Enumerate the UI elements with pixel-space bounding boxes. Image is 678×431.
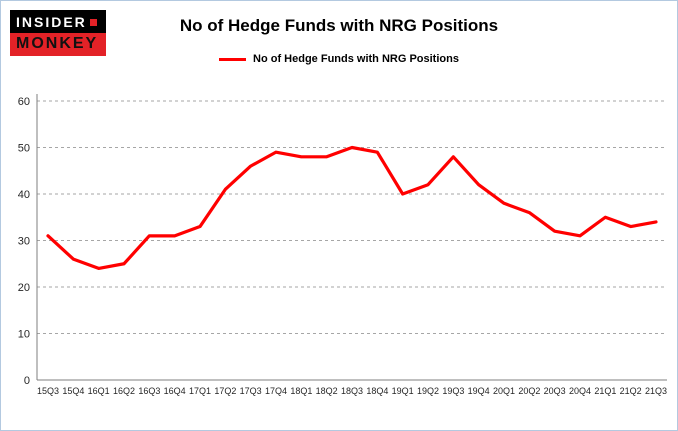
svg-text:15Q3: 15Q3 bbox=[37, 386, 59, 396]
svg-text:19Q2: 19Q2 bbox=[417, 386, 439, 396]
svg-text:17Q3: 17Q3 bbox=[240, 386, 262, 396]
legend: No of Hedge Funds with NRG Positions bbox=[1, 53, 677, 65]
svg-text:19Q4: 19Q4 bbox=[468, 386, 490, 396]
svg-text:30: 30 bbox=[18, 236, 30, 248]
svg-text:18Q3: 18Q3 bbox=[341, 386, 363, 396]
logo-monkey-text: MONKEY bbox=[10, 33, 106, 56]
legend-label: No of Hedge Funds with NRG Positions bbox=[253, 53, 459, 65]
svg-text:17Q2: 17Q2 bbox=[214, 386, 236, 396]
svg-text:16Q4: 16Q4 bbox=[164, 386, 186, 396]
svg-text:20Q3: 20Q3 bbox=[544, 386, 566, 396]
svg-text:21Q3: 21Q3 bbox=[645, 386, 667, 396]
svg-text:18Q4: 18Q4 bbox=[366, 386, 388, 396]
svg-text:18Q2: 18Q2 bbox=[316, 386, 338, 396]
svg-text:0: 0 bbox=[24, 375, 30, 387]
svg-text:20Q1: 20Q1 bbox=[493, 386, 515, 396]
plot-area-container: 0 10 20 30 40 50 60 15Q3 15Q4 16Q1 16Q2 16Q3 16Q4 17Q… bbox=[1, 85, 677, 430]
svg-text:20Q4: 20Q4 bbox=[569, 386, 591, 396]
svg-text:18Q1: 18Q1 bbox=[290, 386, 312, 396]
svg-text:40: 40 bbox=[18, 189, 30, 201]
svg-text:17Q4: 17Q4 bbox=[265, 386, 287, 396]
logo-insider-row: INSIDER bbox=[10, 10, 106, 33]
svg-text:21Q2: 21Q2 bbox=[620, 386, 642, 396]
svg-text:16Q2: 16Q2 bbox=[113, 386, 135, 396]
svg-text:17Q1: 17Q1 bbox=[189, 386, 211, 396]
svg-text:10: 10 bbox=[18, 329, 30, 341]
logo-insider-text: INSIDER bbox=[16, 14, 87, 30]
svg-text:50: 50 bbox=[18, 143, 30, 155]
svg-text:16Q3: 16Q3 bbox=[138, 386, 160, 396]
svg-text:16Q1: 16Q1 bbox=[88, 386, 110, 396]
logo-red-square-icon bbox=[89, 18, 97, 26]
svg-text:19Q1: 19Q1 bbox=[392, 386, 414, 396]
svg-text:21Q1: 21Q1 bbox=[594, 386, 616, 396]
svg-text:20: 20 bbox=[18, 282, 30, 294]
legend-line-swatch bbox=[219, 57, 247, 61]
chart-title: No of Hedge Funds with NRG Positions bbox=[179, 16, 499, 35]
svg-text:20Q2: 20Q2 bbox=[518, 386, 540, 396]
insider-monkey-logo: INSIDER MONKEY bbox=[10, 10, 106, 56]
svg-text:15Q4: 15Q4 bbox=[62, 386, 84, 396]
svg-text:19Q3: 19Q3 bbox=[442, 386, 464, 396]
svg-text:60: 60 bbox=[18, 96, 30, 108]
